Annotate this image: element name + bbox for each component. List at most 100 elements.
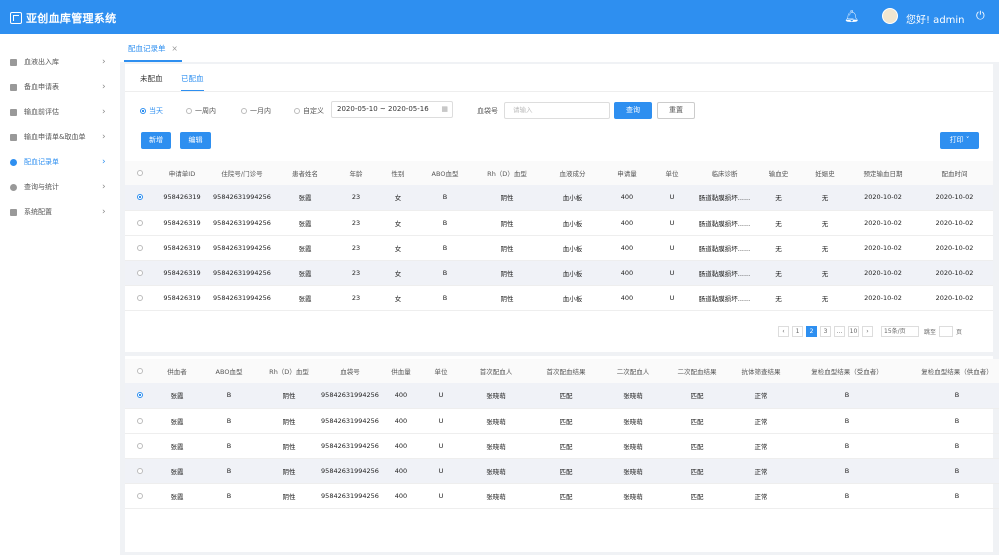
column-header: ABO血型 bbox=[419, 161, 471, 185]
page-size-select[interactable]: 15条/页 bbox=[881, 326, 919, 337]
page-ellipsis[interactable]: ... bbox=[834, 326, 845, 337]
table-row[interactable]: 张霞 B 阴性 95842631994256 400 U 张晓萌 匹配 张晓萌 匹配 正常 B B bbox=[125, 433, 999, 459]
table-cell: 23 bbox=[335, 260, 377, 286]
crossmatch-panel: 未配血 已配血 当天 一周内 一月内 自定义 2020-05-10 ~ 2020… bbox=[125, 64, 993, 352]
sidebar-item-system-config[interactable]: 系统配置 › bbox=[0, 199, 120, 225]
range-week-radio[interactable]: 一周内 bbox=[186, 106, 216, 116]
table-cell: 张霞 bbox=[275, 210, 335, 236]
matched-request-table: 申请单ID 住院号/门诊号 患者姓名 年龄 性别 ABO血型 Rh（D）血型 血… bbox=[125, 161, 993, 311]
table-cell: 无 bbox=[757, 260, 800, 286]
row-select-radio[interactable] bbox=[125, 235, 155, 261]
row-select-radio[interactable] bbox=[125, 433, 155, 459]
row-select-radio[interactable] bbox=[125, 483, 155, 509]
table-cell: 正常 bbox=[729, 383, 793, 409]
table-row[interactable]: 张霞 B 阴性 95842631994256 400 U 张晓萌 匹配 张晓萌 匹配 正常 B B bbox=[125, 458, 999, 484]
tab-crossmatch-record[interactable]: 配血记录单 × bbox=[124, 42, 182, 62]
table-cell: 23 bbox=[335, 185, 377, 211]
jump-unit: 页 bbox=[956, 329, 963, 336]
column-header: 单位 bbox=[652, 161, 692, 185]
table-cell: 张霞 bbox=[275, 185, 335, 211]
column-header: 供血者 bbox=[155, 359, 199, 383]
column-header: 预定输血日期 bbox=[850, 161, 916, 185]
row-select-radio[interactable] bbox=[125, 210, 155, 236]
range-custom-radio[interactable]: 自定义 bbox=[294, 106, 324, 116]
print-button[interactable]: 打印 ˅ bbox=[940, 132, 979, 149]
subtab-unmatched[interactable]: 未配血 bbox=[140, 74, 163, 83]
select-all-radio[interactable] bbox=[125, 359, 155, 383]
range-month-radio[interactable]: 一月内 bbox=[241, 106, 271, 116]
date-range-picker[interactable]: 2020-05-10 ~ 2020-05-16 ▦ bbox=[331, 101, 453, 118]
row-select-radio[interactable] bbox=[125, 260, 155, 286]
table-cell: 肠道黏膜损坏...... bbox=[692, 210, 757, 236]
table-cell: 张晓萌 bbox=[461, 458, 531, 484]
table-row[interactable]: 张霞 B 阴性 95842631994256 400 U 张晓萌 匹配 张晓萌 匹配 正常 B B bbox=[125, 408, 999, 434]
sidebar-item-pre-eval[interactable]: 输血前评估 › bbox=[0, 99, 120, 125]
table-cell: 肠道黏膜损坏...... bbox=[692, 285, 757, 311]
page-button-active[interactable]: 2 bbox=[806, 326, 817, 337]
table-cell: 95842631994256 bbox=[209, 210, 275, 236]
row-select-radio[interactable] bbox=[125, 383, 155, 409]
column-header: 患者姓名 bbox=[275, 161, 335, 185]
radio-circle bbox=[137, 244, 143, 251]
close-icon[interactable]: × bbox=[171, 44, 178, 53]
sidebar-item-crossmatch-record[interactable]: 配血记录单 › bbox=[0, 149, 120, 175]
table-cell: 张晓萌 bbox=[461, 383, 531, 409]
table-cell: 血小板 bbox=[543, 285, 602, 311]
table-cell: 958426319 bbox=[155, 210, 209, 236]
page-button[interactable]: 3 bbox=[820, 326, 831, 337]
table-row[interactable]: 张霞 B 阴性 95842631994256 400 U 张晓萌 匹配 张晓萌 匹配 正常 B B bbox=[125, 483, 999, 509]
table-cell: U bbox=[421, 483, 461, 509]
sidebar-item-label: 备血申请表 bbox=[24, 83, 59, 91]
table-cell: B bbox=[419, 235, 471, 261]
table-row[interactable]: 958426319 95842631994256 张霞 23 女 B 阴性 血小板 400 U 肠道… bbox=[125, 235, 993, 261]
select-all-radio[interactable] bbox=[125, 161, 155, 185]
jump-page-input[interactable] bbox=[939, 326, 954, 337]
row-select-radio[interactable] bbox=[125, 458, 155, 484]
top-bar: 亚创血库管理系统 🔔︎ 您好! admin ⏻ bbox=[0, 0, 999, 34]
table-cell: B bbox=[419, 210, 471, 236]
table-cell: 95842631994256 bbox=[319, 458, 381, 484]
table-row[interactable]: 958426319 95842631994256 张霞 23 女 B 阴性 血小板 400 U 肠道… bbox=[125, 185, 993, 211]
sidebar-item-prep-request[interactable]: 备血申请表 › bbox=[0, 74, 120, 100]
row-select-radio[interactable] bbox=[125, 408, 155, 434]
add-button[interactable]: 新增 bbox=[141, 132, 171, 149]
query-button[interactable]: 查询 bbox=[614, 102, 652, 119]
table-cell: 女 bbox=[377, 285, 419, 311]
table-cell: 肠道黏膜损坏...... bbox=[692, 235, 757, 261]
avatar[interactable] bbox=[882, 8, 898, 24]
prev-page-button[interactable]: ‹ bbox=[778, 326, 789, 337]
table-cell: 无 bbox=[800, 260, 850, 286]
table-cell: 张霞 bbox=[155, 483, 199, 509]
table-cell: 400 bbox=[602, 210, 652, 236]
table-row[interactable]: 958426319 95842631994256 张霞 23 女 B 阴性 血小板 400 U 肠道… bbox=[125, 285, 993, 311]
evaluation-icon bbox=[10, 108, 17, 116]
reset-button[interactable]: 重置 bbox=[657, 102, 695, 119]
table-row[interactable]: 张霞 B 阴性 95842631994256 400 U 张晓萌 匹配 张晓萌 匹配 正常 B B bbox=[125, 383, 999, 409]
edit-button[interactable]: 编辑 bbox=[180, 132, 211, 149]
column-header: 妊娠史 bbox=[800, 161, 850, 185]
power-icon[interactable]: ⏻ bbox=[976, 9, 985, 22]
table-cell: 400 bbox=[602, 185, 652, 211]
bell-icon[interactable]: 🔔︎ bbox=[844, 9, 860, 23]
bag-number-label: 血袋号 bbox=[477, 107, 498, 115]
page-button[interactable]: 10 bbox=[848, 326, 859, 337]
table-row[interactable]: 958426319 95842631994256 张霞 23 女 B 阴性 血小板 400 U 肠道… bbox=[125, 210, 993, 236]
next-page-button[interactable]: › bbox=[862, 326, 873, 337]
range-today-radio[interactable]: 当天 bbox=[140, 106, 163, 116]
row-select-radio[interactable] bbox=[125, 285, 155, 311]
sidebar-item-query-stats[interactable]: 查询与统计 › bbox=[0, 174, 120, 200]
page-button[interactable]: 1 bbox=[792, 326, 803, 337]
table-row[interactable]: 958426319 95842631994256 张霞 23 女 B 阴性 血小板 400 U 肠道… bbox=[125, 260, 993, 286]
table-cell: B bbox=[199, 383, 259, 409]
subtab-matched[interactable]: 已配血 bbox=[181, 73, 204, 91]
table-cell: 958426319 bbox=[155, 285, 209, 311]
table-cell: 匹配 bbox=[665, 483, 729, 509]
sidebar-item-blood-inout[interactable]: 血液出入库 › bbox=[0, 49, 120, 75]
bag-number-input[interactable]: 请输入 bbox=[504, 102, 610, 119]
row-select-radio[interactable] bbox=[125, 185, 155, 211]
sidebar-item-transfusion-request[interactable]: 输血申请单&取血单 › bbox=[0, 124, 120, 150]
table-cell: B bbox=[419, 285, 471, 311]
user-greeting[interactable]: 您好! admin bbox=[906, 15, 965, 26]
table-cell: 张晓萌 bbox=[601, 458, 665, 484]
table-cell: 95842631994256 bbox=[209, 185, 275, 211]
